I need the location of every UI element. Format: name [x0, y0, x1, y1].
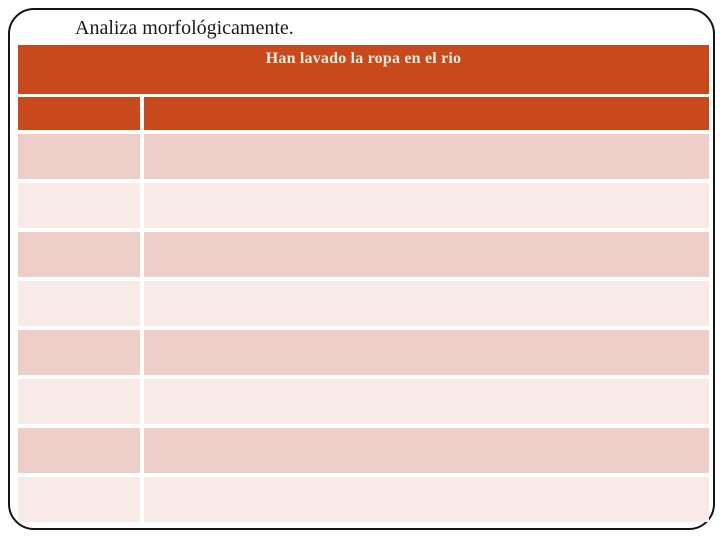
table-cell-value-column	[144, 97, 709, 130]
table-cell-label-column	[18, 330, 140, 375]
table-cell-label-column	[18, 97, 140, 130]
table-header-row	[18, 97, 709, 130]
table-row	[18, 477, 709, 522]
table-cell-label-column	[18, 379, 140, 424]
slide-rounded-border	[8, 8, 715, 530]
table-cell-label-column	[18, 281, 140, 326]
sentence-banner-text: Han lavado la ropa en el rio	[265, 50, 462, 67]
morphology-table	[18, 97, 709, 522]
table-row	[18, 428, 709, 473]
table-cell-value-column	[144, 477, 709, 522]
table-cell-value-column	[144, 183, 709, 228]
slide-title: Analiza morfológicamente.	[75, 17, 294, 39]
table-cell-value-column	[144, 428, 709, 473]
table-cell-value-column	[144, 232, 709, 277]
table-row	[18, 330, 709, 375]
table-row	[18, 183, 709, 228]
sentence-banner: Han lavado la ropa en el rio	[18, 45, 709, 94]
table-cell-label-column	[18, 134, 140, 179]
table-row	[18, 134, 709, 179]
table-cell-value-column	[144, 134, 709, 179]
table-cell-label-column	[18, 477, 140, 522]
table-cell-value-column	[144, 330, 709, 375]
table-row	[18, 379, 709, 424]
table-row	[18, 232, 709, 277]
table-row	[18, 281, 709, 326]
table-cell-label-column	[18, 232, 140, 277]
table-cell-value-column	[144, 379, 709, 424]
table-cell-label-column	[18, 428, 140, 473]
table-cell-value-column	[144, 281, 709, 326]
table-cell-label-column	[18, 183, 140, 228]
